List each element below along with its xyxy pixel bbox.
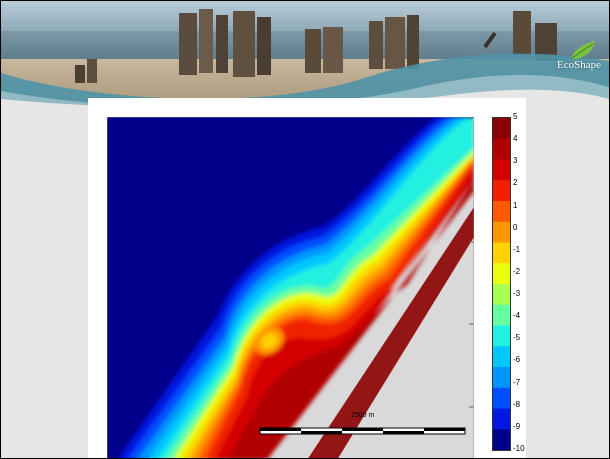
- colorbar-tick-label: 2: [513, 178, 518, 188]
- colorbar-tick-label: 0: [513, 222, 518, 232]
- colorbar-swatch: [493, 304, 510, 326]
- colorbar-swatch: [493, 180, 510, 202]
- colorbar-swatch: [493, 221, 510, 243]
- colorbar-swatch: [493, 138, 510, 160]
- colorbar-tick-label: -3: [513, 289, 521, 299]
- colorbar-tick-label: -8: [513, 399, 521, 409]
- leaf-icon: [570, 41, 595, 60]
- colorbar-swatch: [493, 263, 510, 285]
- scale-bar: [259, 427, 466, 435]
- colorbar-swatch: [493, 118, 510, 140]
- colorbar-tick-label: -2: [513, 266, 521, 276]
- colorbar-tick-label: 3: [513, 156, 518, 166]
- scale-bar-label: 2500 m: [351, 412, 375, 419]
- colorbar-swatch: [493, 367, 510, 389]
- colorbar-tick-label: -4: [513, 311, 521, 321]
- colorbar-swatch: [493, 201, 510, 223]
- ecoshape-logo: [531, 37, 601, 77]
- colorbar-swatch: [493, 429, 510, 450]
- colorbar-tick-label: -1: [513, 244, 521, 254]
- colorbar-tick-label: 5: [513, 112, 518, 121]
- colorbar-swatch: [493, 346, 510, 368]
- colorbar-swatch: [493, 159, 510, 181]
- colorbar-swatch: [493, 387, 510, 409]
- logo-text: EcoShape: [557, 59, 601, 71]
- colorbar-tick-label: 4: [513, 134, 518, 144]
- bathymetry-contour-map: [107, 117, 474, 458]
- colorbar-tick-label: 1: [513, 200, 518, 210]
- header-photo: [1, 1, 609, 111]
- colorbar-swatch: [493, 408, 510, 430]
- colorbar-tick-label: -6: [513, 355, 521, 365]
- colorbar-tick-label: -9: [513, 421, 521, 431]
- colorbar-swatch: [493, 325, 510, 347]
- colorbar-swatch: [493, 284, 510, 306]
- colorbar-tick-label: -10: [513, 444, 525, 453]
- colorbar-tick-label: -5: [513, 333, 521, 343]
- colorbar-swatch: [493, 242, 510, 264]
- colorbar: [492, 117, 511, 451]
- colorbar-tick-label: -7: [513, 377, 521, 387]
